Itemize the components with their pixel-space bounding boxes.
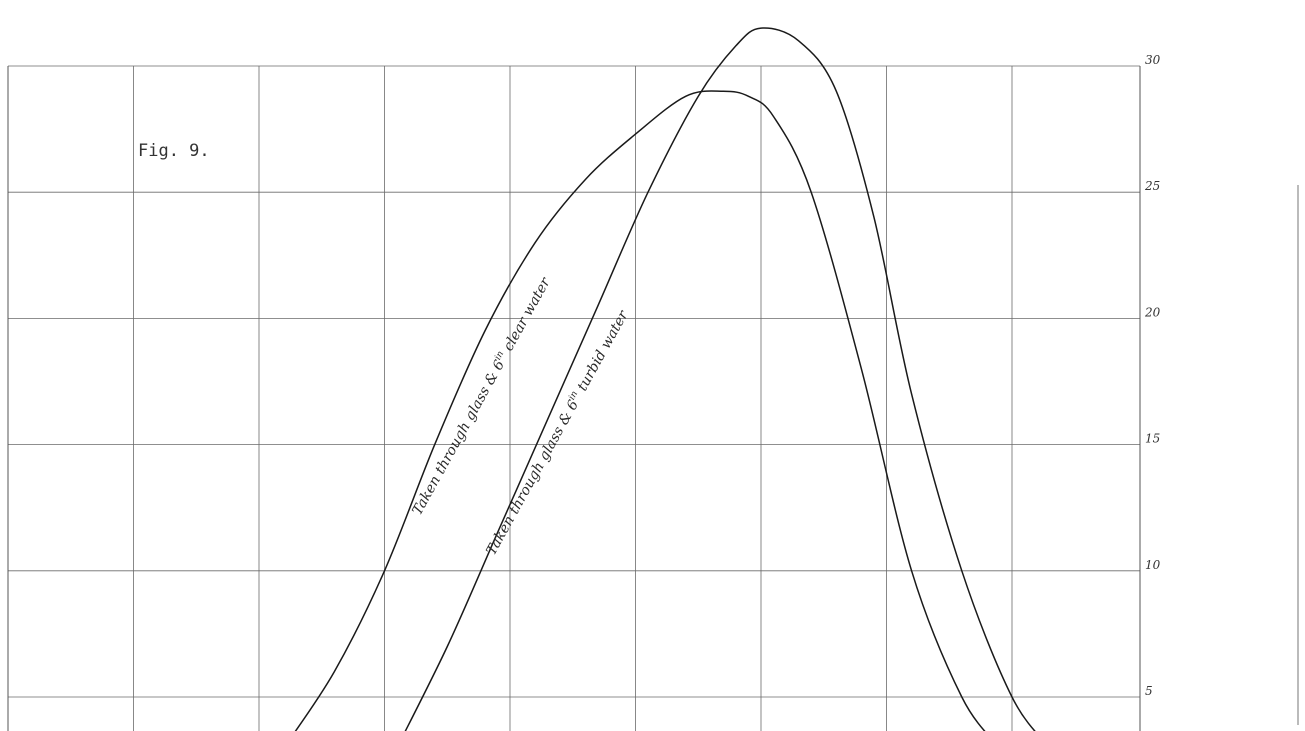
y-tick-label-30: 30 xyxy=(1145,53,1161,67)
curve-label-clear-main: Taken through glass & 6 xyxy=(410,358,509,518)
y-tick-label-10: 10 xyxy=(1145,558,1161,572)
curve-label-clear-end: clear water xyxy=(498,274,554,358)
figure-label: Fig. 9. xyxy=(138,141,210,161)
y-tick-labels: 5 10 15 20 25 30 xyxy=(1144,53,1161,698)
y-tick-label-5: 5 xyxy=(1145,684,1153,698)
series-clear-water-line xyxy=(294,90,986,731)
y-tick-label-20: 20 xyxy=(1144,305,1161,319)
curve-label-turbid-main: Taken through glass & 6 xyxy=(484,398,583,558)
curves xyxy=(294,27,1036,731)
curve-label-turbid-end: turbid water xyxy=(572,307,632,398)
y-tick-label-25: 25 xyxy=(1144,179,1160,193)
series-turbid-water-line xyxy=(404,27,1036,731)
y-tick-label-15: 15 xyxy=(1145,432,1160,446)
